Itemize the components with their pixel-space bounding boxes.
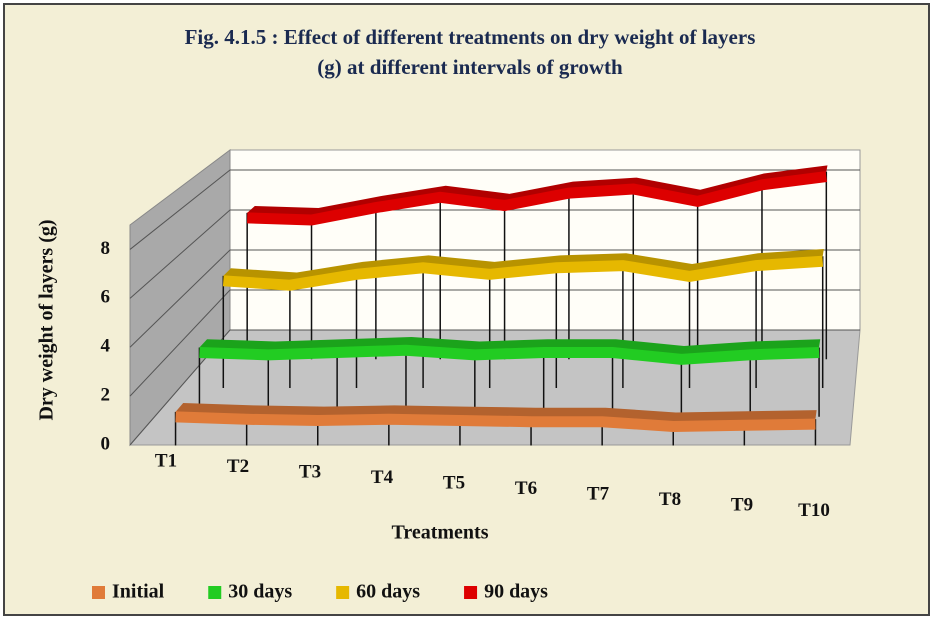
legend-swatch (92, 586, 105, 599)
x-tick-label: T6 (515, 478, 537, 499)
series-line (175, 411, 816, 433)
x-tick-label: T1 (155, 450, 177, 471)
x-tick-label: T9 (731, 494, 753, 515)
chart-title: Fig. 4.1.5 : Effect of different treatme… (184, 25, 756, 79)
legend-swatch (208, 586, 222, 599)
ribbon-top (199, 336, 821, 355)
legend-label: Initial (112, 581, 165, 603)
ribbon-top (223, 248, 824, 281)
x-tick-label: T8 (659, 489, 681, 510)
grid-line (129, 169, 860, 250)
legend-swatch (336, 586, 350, 599)
title-box: Fig. 4.1.5 : Effect of different treatme… (184, 25, 756, 79)
series-line (246, 171, 828, 226)
grid-line (129, 209, 860, 299)
y-tick-label: 6 (101, 287, 111, 308)
ribbon-top (247, 165, 828, 215)
y-tick-label: 8 (101, 238, 111, 259)
ribbon-top (175, 403, 817, 422)
y-tick-label: 0 (101, 433, 111, 454)
legend-label: 30 days (228, 581, 292, 603)
grid-line (129, 329, 860, 446)
y-tick-label: 2 (101, 384, 111, 405)
x-tick-label: T7 (587, 483, 610, 504)
y-axis-label: Dry weight of layers (g) (36, 219, 58, 420)
grid-line (129, 249, 860, 348)
legend-label: 90 days (484, 581, 548, 603)
x-tick-label: T10 (798, 500, 830, 521)
legend-swatch (464, 586, 478, 599)
x-tick-label: T2 (227, 456, 249, 477)
x-tick-label: T5 (443, 472, 465, 493)
x-tick-label: T3 (299, 461, 321, 482)
series-line (222, 255, 824, 291)
x-axis-label: Treatments (391, 522, 488, 544)
series-line (199, 344, 820, 365)
grid-line (129, 289, 860, 397)
x-tick-label: T4 (371, 467, 394, 488)
legend-label: 60 days (356, 581, 420, 603)
y-tick-label: 4 (101, 336, 111, 357)
